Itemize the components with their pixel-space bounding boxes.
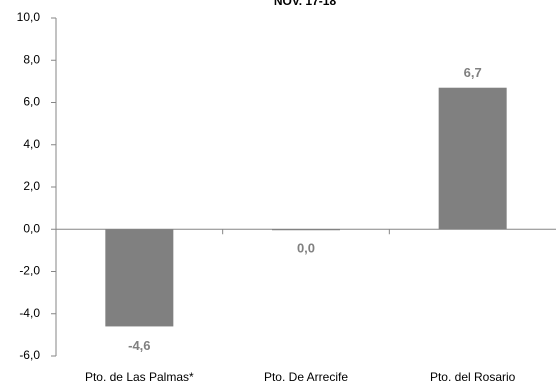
value-label: 0,0 [297, 241, 315, 256]
y-tick-label: -2,0 [19, 264, 40, 278]
bar [438, 87, 507, 230]
y-tick-label: 6,0 [23, 95, 40, 109]
bar [105, 229, 174, 327]
y-tick-label: 4,0 [23, 137, 40, 151]
y-tick-label: -4,0 [19, 306, 40, 320]
value-label: -4,6 [128, 338, 150, 353]
x-tick-label: Pto. de Las Palmas* [85, 370, 194, 384]
chart-title: NOV. 17-18 [274, 0, 337, 8]
y-tick-label: 2,0 [23, 179, 40, 193]
y-tick-label: -6,0 [19, 348, 40, 362]
value-label: 6,7 [464, 65, 482, 80]
x-tick-label: Pto. del Rosario [430, 370, 516, 384]
x-tick-label: Pto. De Arrecife [264, 370, 348, 384]
bar [272, 229, 340, 231]
y-tick-label: 8,0 [23, 52, 40, 66]
y-tick-label: 0,0 [23, 221, 40, 235]
y-tick-label: 10,0 [17, 10, 41, 24]
